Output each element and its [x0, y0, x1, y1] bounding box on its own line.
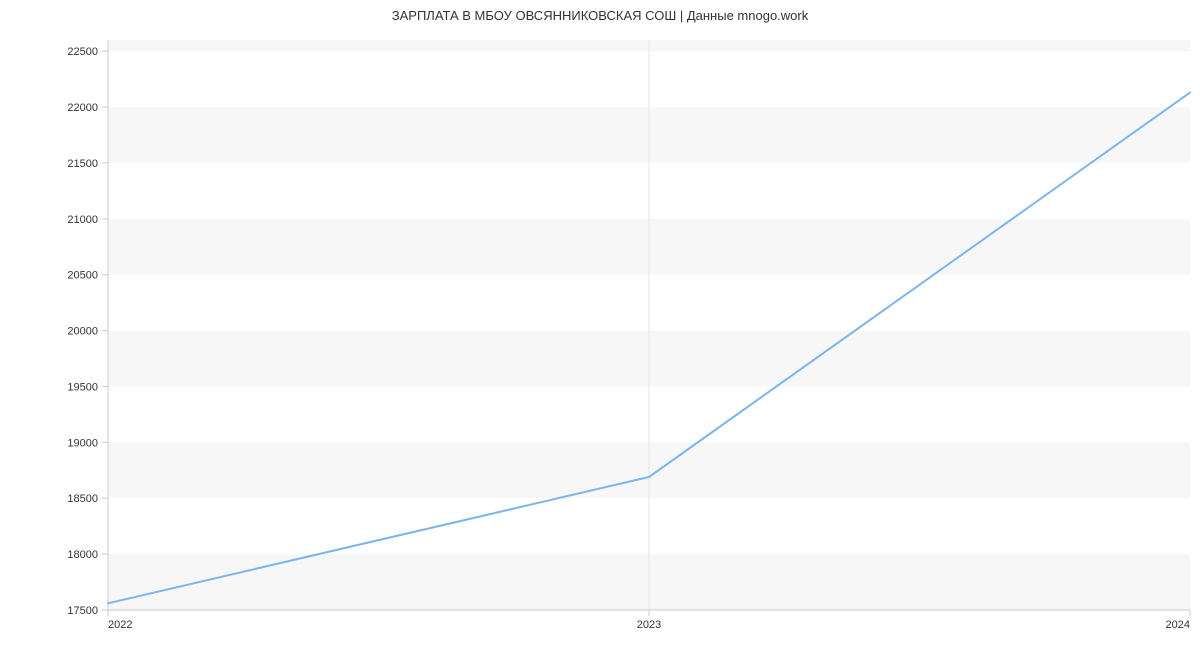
svg-text:18000: 18000 [67, 549, 98, 561]
svg-text:21000: 21000 [67, 214, 98, 226]
svg-text:2024: 2024 [1166, 619, 1190, 631]
svg-text:2023: 2023 [637, 619, 661, 631]
svg-text:17500: 17500 [67, 605, 98, 617]
svg-text:20500: 20500 [67, 270, 98, 282]
svg-text:21500: 21500 [67, 158, 98, 170]
chart-svg: 17500 18000 18500 19000 19500 20000 20500 21000… [0, 0, 1200, 650]
svg-text:19500: 19500 [67, 381, 98, 393]
svg-text:22000: 22000 [67, 102, 98, 114]
svg-text:20000: 20000 [67, 326, 98, 338]
svg-text:19000: 19000 [67, 437, 98, 449]
svg-text:2022: 2022 [108, 619, 132, 631]
svg-text:22500: 22500 [67, 46, 98, 58]
salary-line-chart: ЗАРПЛАТА В МБОУ ОВСЯННИКОВСКАЯ СОШ | Дан… [0, 0, 1200, 650]
svg-text:18500: 18500 [67, 493, 98, 505]
